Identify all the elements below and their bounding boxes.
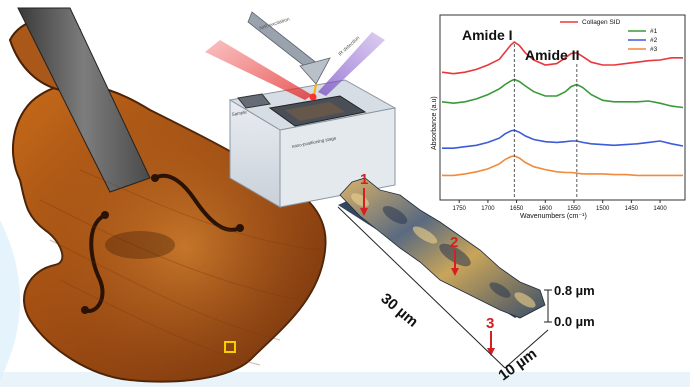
- chart-annotation-amide-i: Amide I: [462, 27, 513, 43]
- afm-point-label: 2: [450, 234, 458, 251]
- afm-width-axis: [504, 329, 549, 369]
- chart-annotation-amide-ii: Amide II: [525, 47, 579, 63]
- chart-x-tick-label: 1700: [481, 206, 495, 212]
- afm-point-2: 2: [450, 234, 459, 276]
- chart-ylabel: Absorbance (a.u): [431, 96, 438, 150]
- chart-x-tick-label: 1500: [596, 206, 610, 212]
- sample-location-marker: [224, 341, 236, 353]
- afm-length-label: 30 µm: [377, 290, 421, 331]
- chart-reference-lines: [513, 44, 578, 198]
- chart-x-tick-label: 1600: [539, 206, 553, 212]
- afm-length-axis: [337, 206, 506, 369]
- chart-x-tick-label: 1650: [510, 206, 524, 212]
- f-hole-left: [83, 213, 107, 313]
- afm-topography: 1 2 3 30 µm 10 µm 0.8 µm 0.0 µm: [337, 171, 595, 384]
- violin-photo: [8, 7, 327, 383]
- chart-legend-label: #2: [650, 37, 658, 44]
- chart-series-line-4: [442, 155, 683, 177]
- chart-legend-label: #1: [650, 28, 658, 35]
- chart-plot-frame: [439, 14, 686, 201]
- chart-xlabel: Wavenumbers (cm⁻¹): [520, 213, 587, 220]
- violin-neck: [17, 7, 151, 193]
- chart-series-line-1: [441, 40, 683, 75]
- chart-x-tick-label: 1550: [567, 206, 581, 212]
- detection-beam: [318, 32, 385, 96]
- chart-x-tick-label: 1450: [625, 206, 639, 212]
- sample-label: Sample: [231, 109, 247, 117]
- afm-point-3: 3: [486, 315, 495, 356]
- chart-legend-label: Collagen SID: [582, 19, 621, 26]
- afm-point-label: 1: [360, 171, 368, 188]
- chart-legend-label: #3: [650, 46, 658, 53]
- afm-z-max-label: 0.8 µm: [554, 283, 595, 298]
- f-hole-right: [153, 173, 242, 232]
- chart-series-line-2: [441, 78, 684, 109]
- chart-series-group: [441, 40, 684, 177]
- chart-x-tick-label: 1400: [653, 206, 667, 212]
- chart-legend: Collagen SID #1 #2 #3: [560, 19, 658, 53]
- chart-series-line-3: [442, 129, 684, 149]
- afm-point-1: 1: [360, 171, 368, 216]
- excitation-beam: [205, 40, 312, 100]
- afm-z-min-label: 0.0 µm: [554, 314, 595, 329]
- afm-ir-setup-schematic: NIR-excitation IR detection Sample nano-…: [205, 11, 397, 208]
- chart-x-ticks: 1750 1700 1650 1600 1550 1500 1450 1400: [453, 200, 667, 212]
- spectra-chart: 1750 1700 1650 1600 1550 1500 1450 1400 Amide I…: [431, 14, 686, 220]
- afm-point-label: 3: [486, 315, 494, 332]
- chart-x-tick-label: 1750: [453, 206, 467, 212]
